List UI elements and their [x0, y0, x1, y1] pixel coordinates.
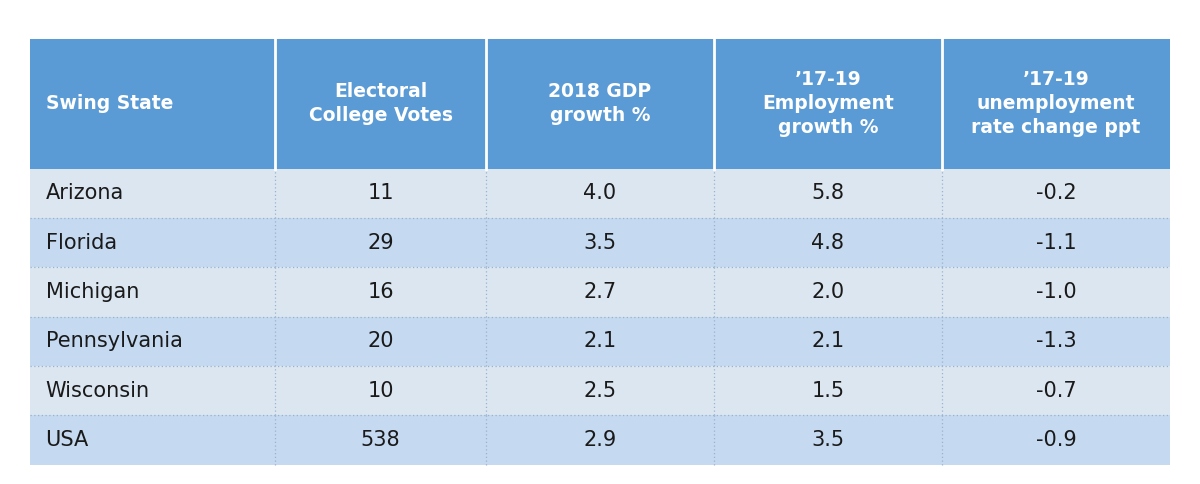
Text: -1.1: -1.1 [1036, 233, 1076, 253]
Bar [714, 218, 942, 267]
Bar [942, 366, 1170, 415]
Text: Wisconsin: Wisconsin [46, 380, 150, 401]
Bar [942, 218, 1170, 267]
Bar [714, 168, 942, 218]
Bar [30, 366, 275, 415]
Text: Arizona: Arizona [46, 183, 124, 203]
Text: 2.1: 2.1 [811, 332, 845, 351]
Bar [942, 168, 1170, 218]
Bar [942, 415, 1170, 465]
Bar [30, 267, 275, 317]
Text: Swing State: Swing State [46, 94, 173, 113]
Bar [942, 267, 1170, 317]
Text: -0.2: -0.2 [1036, 183, 1076, 203]
Bar [486, 415, 714, 465]
Bar [486, 267, 714, 317]
Bar [30, 317, 275, 366]
Text: 11: 11 [367, 183, 394, 203]
Text: Michigan: Michigan [46, 282, 139, 302]
Bar [486, 168, 714, 218]
Bar [486, 218, 714, 267]
Bar [30, 168, 275, 218]
Text: 3.5: 3.5 [583, 233, 617, 253]
Text: 10: 10 [367, 380, 394, 401]
Bar [714, 366, 942, 415]
Text: USA: USA [46, 430, 89, 450]
Text: 1.5: 1.5 [811, 380, 845, 401]
Text: -1.3: -1.3 [1036, 332, 1076, 351]
Bar [714, 415, 942, 465]
Text: 3.5: 3.5 [811, 430, 845, 450]
Bar [275, 168, 486, 218]
Bar [486, 366, 714, 415]
Text: Electoral
College Votes: Electoral College Votes [308, 82, 452, 125]
Text: 16: 16 [367, 282, 394, 302]
Text: Florida: Florida [46, 233, 116, 253]
Text: -0.7: -0.7 [1036, 380, 1076, 401]
Bar [714, 317, 942, 366]
Bar [275, 415, 486, 465]
Bar [942, 317, 1170, 366]
Bar [486, 39, 714, 168]
Text: 2.5: 2.5 [583, 380, 617, 401]
Bar [275, 317, 486, 366]
Bar [275, 218, 486, 267]
Text: 2.7: 2.7 [583, 282, 617, 302]
Text: 2.1: 2.1 [583, 332, 617, 351]
Text: 20: 20 [367, 332, 394, 351]
Bar [30, 218, 275, 267]
Text: 4.8: 4.8 [811, 233, 845, 253]
Text: -0.9: -0.9 [1036, 430, 1076, 450]
Text: 2.9: 2.9 [583, 430, 617, 450]
Text: ’17-19
unemployment
rate change ppt: ’17-19 unemployment rate change ppt [971, 70, 1141, 137]
Text: 2.0: 2.0 [811, 282, 845, 302]
Text: 29: 29 [367, 233, 394, 253]
Text: 2018 GDP
growth %: 2018 GDP growth % [548, 82, 652, 125]
Bar [942, 39, 1170, 168]
Bar [275, 39, 486, 168]
Bar [30, 39, 275, 168]
Text: 538: 538 [361, 430, 401, 450]
Bar [30, 415, 275, 465]
Text: 4.0: 4.0 [583, 183, 617, 203]
Bar [714, 39, 942, 168]
Bar [486, 317, 714, 366]
Text: -1.0: -1.0 [1036, 282, 1076, 302]
Text: Pennsylvania: Pennsylvania [46, 332, 182, 351]
Bar [714, 267, 942, 317]
Text: 5.8: 5.8 [811, 183, 845, 203]
Bar [275, 366, 486, 415]
Bar [275, 267, 486, 317]
Text: ’17-19
Employment
growth %: ’17-19 Employment growth % [762, 70, 894, 137]
